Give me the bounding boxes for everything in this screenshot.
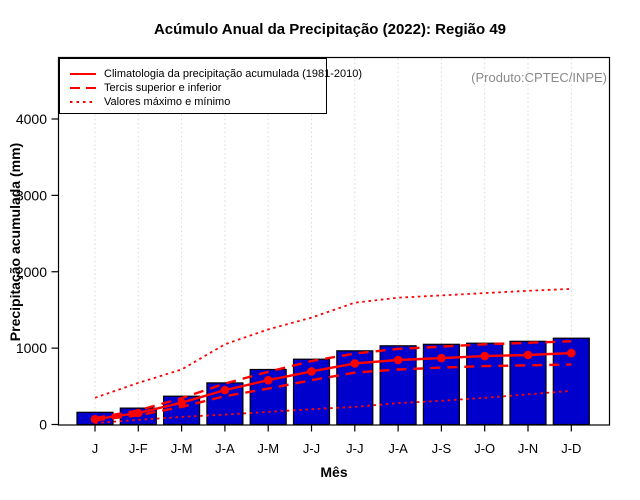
climatology-point <box>350 359 360 368</box>
legend-label: Tercis superior e inferior <box>104 82 222 94</box>
climatology-point <box>307 367 316 376</box>
tercile-upper-line <box>94 340 572 420</box>
climatology-point <box>177 398 186 408</box>
climatology-line <box>94 351 572 421</box>
chart-legend: Climatologia da precipitação acumulada (… <box>59 58 362 114</box>
climatology-point <box>263 375 273 385</box>
min-line <box>94 390 572 424</box>
solid-line-icon <box>70 72 96 76</box>
dashed-line-icon <box>70 86 96 90</box>
y-tick-label: 0 <box>39 417 47 433</box>
climatology-point <box>134 408 143 418</box>
x-tick-label: J-M <box>257 441 279 456</box>
climatology-point <box>437 353 446 363</box>
y-tick-label: 1000 <box>16 340 47 356</box>
dotted-line-icon <box>70 101 96 103</box>
climatology-point <box>567 348 576 358</box>
x-tick-label: J-M <box>171 441 193 456</box>
legend-label: Valores máximo e mínimo <box>104 96 231 108</box>
x-tick-label: J-J <box>346 441 363 456</box>
tercile-lower-line <box>94 363 572 422</box>
legend-item-terciles: Tercis superior e inferior <box>70 81 326 95</box>
x-tick-label: J-A <box>388 441 408 456</box>
y-tick-label: 4000 <box>16 111 47 127</box>
bar-J-A <box>206 382 244 426</box>
x-tick-label: J-D <box>561 441 581 456</box>
x-tick-label: J-F <box>129 441 148 456</box>
legend-item-climatology: Climatologia da precipitação acumulada (… <box>70 67 362 81</box>
legend-item-maxmin: Valores máximo e mínimo <box>70 95 326 109</box>
climatology-point <box>220 385 230 395</box>
climatology-point <box>393 355 403 365</box>
climatology-point <box>90 414 100 424</box>
x-tick-label: J-J <box>303 441 320 456</box>
product-watermark: (Produto:CPTEC/INPE) <box>471 70 607 85</box>
legend-label: Climatologia da precipitação acumulada (… <box>104 68 363 80</box>
y-tick-label: 2000 <box>16 264 47 280</box>
x-tick-label: J-S <box>432 441 452 456</box>
x-tick-label: J-O <box>474 441 495 456</box>
x-tick-label: J-N <box>518 441 538 456</box>
climatology-point <box>523 350 533 360</box>
x-axis-title: Mês <box>320 464 348 480</box>
climatology-point <box>480 351 490 361</box>
x-tick-label: J-A <box>215 441 235 456</box>
y-axis-title: Precipitação acumulada (mm) <box>7 142 23 342</box>
y-tick-label: 3000 <box>16 187 47 203</box>
chart-title: Acúmulo Anual da Precipitação (2022): Re… <box>153 21 507 38</box>
x-tick-label: J <box>92 441 99 456</box>
max-line <box>94 288 572 399</box>
